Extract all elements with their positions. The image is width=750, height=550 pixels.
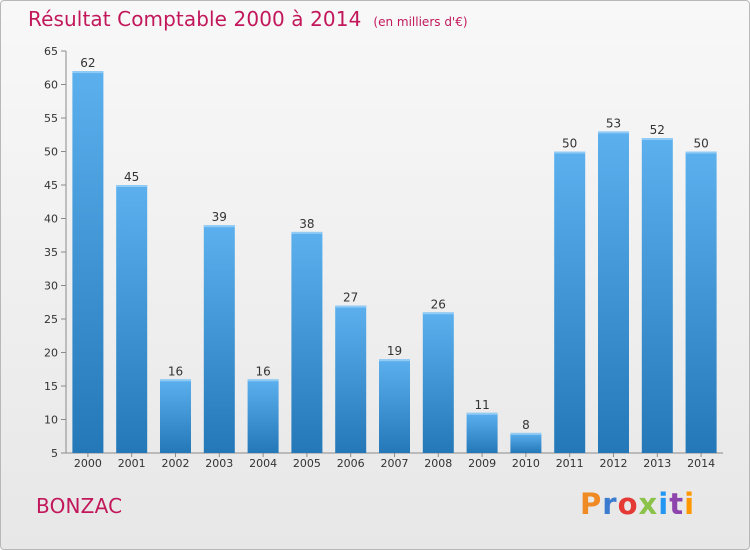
- x-tick-label-2001: 2001: [118, 457, 146, 470]
- x-tick-label-2007: 2007: [381, 457, 409, 470]
- y-tick-label: 55: [44, 112, 58, 125]
- bar-highlight-2003: [203, 225, 235, 228]
- x-tick-label-2002: 2002: [162, 457, 190, 470]
- bar-highlight-2013: [641, 138, 673, 141]
- bar-2014: [685, 151, 717, 453]
- chart-title-row: Résultat Comptable 2000 à 2014 (en milli…: [28, 7, 468, 31]
- y-tick-label: 25: [44, 313, 58, 326]
- data-label-2009: 11: [474, 398, 489, 412]
- data-label-2008: 26: [431, 297, 446, 311]
- bar-2004: [247, 379, 279, 453]
- y-tick-label: 50: [44, 146, 58, 159]
- y-tick-label: 65: [44, 45, 58, 58]
- bar-highlight-2008: [422, 312, 454, 315]
- bar-2001: [116, 185, 148, 453]
- data-label-2013: 52: [650, 123, 665, 137]
- bar-highlight-2004: [247, 379, 279, 382]
- brand-letter: i: [658, 487, 670, 521]
- bar-highlight-2007: [379, 359, 410, 362]
- brand-letter: o: [617, 487, 639, 521]
- brand-letter: i: [684, 487, 696, 521]
- proxiti-logo: Proxiti: [580, 487, 695, 521]
- brand-letter: P: [580, 487, 603, 521]
- bar-2011: [554, 151, 586, 453]
- x-tick-label-2008: 2008: [424, 457, 452, 470]
- bar-highlight-2001: [116, 185, 148, 187]
- chart-title: Résultat Comptable 2000 à 2014: [28, 7, 362, 31]
- x-tick-label-2000: 2000: [74, 457, 102, 470]
- brand-letter: r: [602, 487, 618, 521]
- bar-2003: [203, 225, 235, 453]
- bar-highlight-2009: [466, 412, 498, 415]
- bar-2008: [422, 312, 454, 453]
- bar-highlight-2005: [291, 231, 323, 234]
- x-tick-label-2010: 2010: [512, 457, 540, 470]
- chart-subtitle: (en milliers d'€): [373, 15, 468, 29]
- bar-highlight-2012: [598, 131, 629, 134]
- bar-highlight-2000: [72, 71, 104, 74]
- x-tick-label-2014: 2014: [687, 457, 715, 470]
- bar-2000: [72, 71, 104, 453]
- y-tick-label: 40: [44, 213, 58, 226]
- data-label-2003: 39: [212, 210, 227, 224]
- bar-highlight-2002: [160, 379, 191, 382]
- bar-2013: [641, 138, 673, 453]
- bar-2009: [466, 412, 498, 453]
- x-tick-label-2006: 2006: [337, 457, 365, 470]
- data-label-2002: 16: [168, 364, 183, 378]
- y-tick-label: 10: [44, 414, 58, 427]
- brand-letter: x: [638, 487, 659, 521]
- data-label-2001: 45: [124, 170, 139, 184]
- data-label-2012: 53: [606, 116, 621, 130]
- x-tick-label-2013: 2013: [643, 457, 671, 470]
- data-label-2014: 50: [693, 137, 708, 151]
- x-tick-label-2009: 2009: [468, 457, 496, 470]
- bar-highlight-2006: [335, 305, 367, 308]
- y-tick-label: 35: [44, 246, 58, 259]
- y-tick-label: 15: [44, 380, 58, 393]
- x-tick-label-2005: 2005: [293, 457, 321, 470]
- bar-2005: [291, 231, 323, 453]
- x-tick-label-2012: 2012: [600, 457, 628, 470]
- bar-2012: [598, 131, 629, 453]
- y-tick-label: 45: [44, 179, 58, 192]
- data-label-2006: 27: [343, 291, 358, 305]
- data-label-2011: 50: [562, 137, 577, 151]
- y-tick-label: 20: [44, 347, 58, 360]
- bar-2007: [379, 359, 410, 453]
- data-label-2004: 16: [255, 364, 270, 378]
- bar-highlight-2014: [685, 151, 717, 154]
- y-tick-label: 5: [51, 447, 58, 460]
- y-tick-label: 60: [44, 79, 58, 92]
- data-label-2005: 38: [299, 217, 314, 231]
- brand-letter: t: [669, 487, 685, 521]
- bar-highlight-2010: [510, 432, 542, 435]
- data-label-2000: 62: [80, 56, 95, 70]
- x-tick-label-2011: 2011: [556, 457, 584, 470]
- bar-2002: [160, 379, 191, 453]
- bar-2006: [335, 305, 367, 453]
- data-label-2010: 8: [522, 418, 530, 432]
- x-tick-label-2003: 2003: [205, 457, 233, 470]
- data-label-2007: 19: [387, 344, 402, 358]
- town-name: BONZAC: [36, 494, 123, 518]
- bar-highlight-2011: [554, 151, 586, 154]
- y-tick-label: 30: [44, 280, 58, 293]
- bar-2010: [510, 432, 542, 453]
- x-tick-label-2004: 2004: [249, 457, 277, 470]
